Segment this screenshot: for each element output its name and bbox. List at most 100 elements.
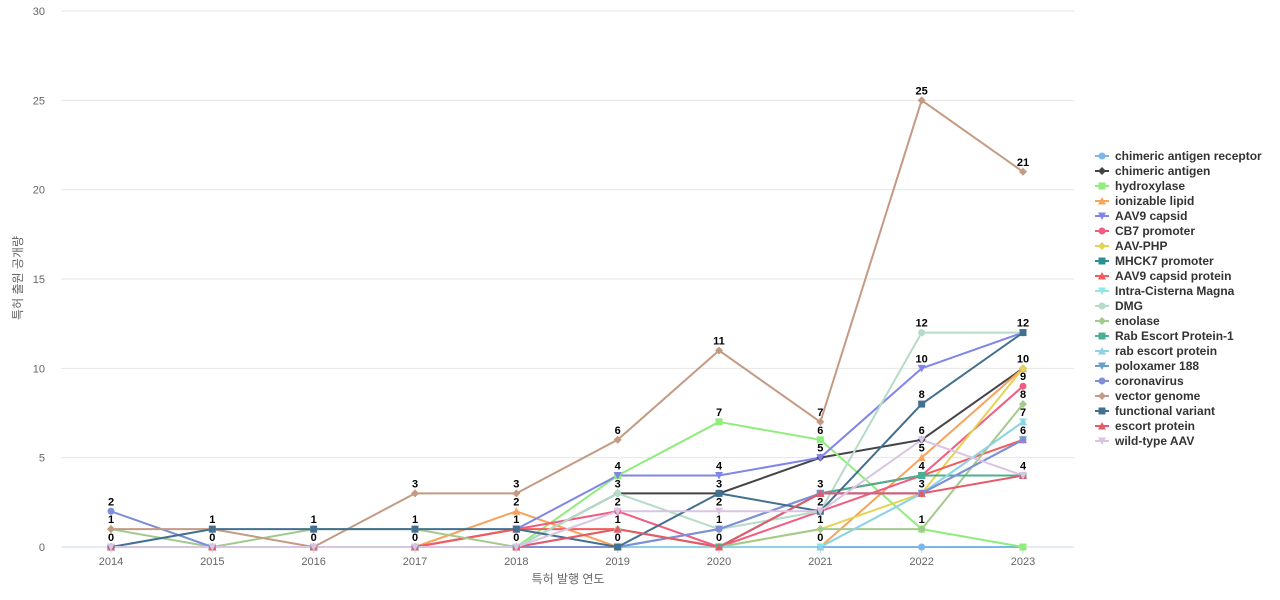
legend-item[interactable]: MHCK7 promoter [1095, 254, 1214, 268]
legend-label: AAV-PHP [1115, 239, 1167, 253]
legend-item[interactable]: enolase [1095, 314, 1160, 328]
point-marker [917, 489, 926, 497]
legend-swatch-marker [1098, 392, 1106, 400]
y-tick-label: 10 [33, 363, 45, 375]
point-marker [715, 418, 723, 426]
legend-item[interactable]: Intra-Cisterna Magna [1095, 284, 1235, 298]
x-tick-label: 2016 [301, 556, 325, 568]
legend-item[interactable]: vector genome [1095, 389, 1201, 403]
point-marker [107, 543, 115, 551]
legend-item[interactable]: coronavirus [1095, 374, 1184, 388]
legend-item[interactable]: escort protein [1095, 419, 1195, 433]
legend-item[interactable]: poloxamer 188 [1095, 359, 1199, 373]
legend-swatch-marker [1098, 167, 1106, 175]
legend-item[interactable]: Rab Escort Protein-1 [1095, 329, 1234, 343]
legend-item[interactable]: rab escort protein [1095, 344, 1217, 358]
legend-item[interactable]: wild-type AAV [1095, 434, 1194, 448]
point-marker [208, 543, 217, 551]
data-label: 0 [817, 532, 823, 544]
data-label: 6 [1020, 425, 1026, 437]
data-label: 0 [311, 532, 317, 544]
data-label: 2 [716, 496, 722, 508]
point-marker [613, 435, 622, 444]
legend-item[interactable]: DMG [1095, 299, 1143, 313]
legend-item[interactable]: functional variant [1095, 404, 1215, 418]
legend-swatch-marker [1098, 287, 1106, 295]
data-label: 3 [412, 478, 418, 490]
x-tick-label: 2019 [605, 556, 629, 568]
series-line-16 [111, 99, 1024, 548]
series-line-17 [110, 331, 1024, 548]
data-label: 10 [1017, 353, 1029, 365]
data-label: 1 [716, 514, 722, 526]
legend-item[interactable]: AAV-PHP [1095, 239, 1167, 253]
series-line-11 [110, 403, 1024, 548]
x-tick-label: 2015 [200, 556, 224, 568]
legend-label: chimeric antigen receptor [1115, 149, 1262, 163]
point-marker [1019, 543, 1027, 551]
point-marker [816, 525, 825, 534]
data-label: 6 [817, 425, 823, 437]
legend-swatch-marker [1098, 272, 1106, 280]
legend-label: AAV9 capsid [1115, 209, 1187, 223]
point-marker [512, 489, 521, 498]
legend-swatch-marker [1098, 332, 1106, 340]
legend-item[interactable]: AAV9 capsid protein [1095, 269, 1231, 283]
point-marker [715, 543, 723, 551]
point-marker [816, 417, 825, 426]
point-marker [613, 525, 622, 533]
point-marker [1019, 382, 1027, 390]
data-label: 5 [817, 443, 823, 455]
x-tick-label: 2020 [707, 556, 731, 568]
legend-item[interactable]: chimeric antigen [1095, 164, 1210, 178]
legend-swatch-marker [1098, 242, 1106, 250]
point-marker [918, 472, 926, 480]
point-marker [715, 346, 723, 355]
point-marker [613, 507, 622, 516]
data-label: 4 [919, 461, 926, 473]
point-marker [816, 489, 825, 497]
data-label: 0 [513, 532, 519, 544]
legend-label: enolase [1115, 314, 1160, 328]
point-marker [918, 400, 926, 408]
data-label: 5 [919, 443, 925, 455]
y-tick-label: 5 [39, 453, 45, 465]
point-marker [816, 507, 825, 516]
legend-swatch-marker [1098, 437, 1106, 445]
point-marker [917, 436, 926, 444]
data-label: 12 [1017, 318, 1029, 330]
point-marker [309, 543, 318, 551]
point-marker [614, 543, 622, 551]
series-markers [107, 96, 1027, 551]
point-marker [614, 489, 622, 497]
legend-swatch-marker [1098, 317, 1106, 325]
data-label: 4 [1020, 461, 1027, 473]
point-marker [1019, 400, 1027, 409]
point-marker [411, 543, 419, 551]
legend-swatch-marker [1098, 257, 1106, 265]
data-label: 1 [108, 514, 114, 526]
legend-swatch-marker [1098, 377, 1106, 385]
point-marker [816, 543, 825, 551]
x-tick-label: 2023 [1011, 556, 1035, 568]
data-label: 4 [716, 461, 723, 473]
point-marker [512, 543, 521, 551]
data-label: 3 [919, 478, 925, 490]
legend-swatch-marker [1098, 347, 1106, 355]
legend-label: functional variant [1115, 404, 1215, 418]
point-marker [715, 472, 723, 480]
data-label: 8 [1020, 389, 1026, 401]
legend-label: chimeric antigen [1115, 164, 1210, 178]
point-marker [1019, 436, 1027, 444]
point-marker [917, 525, 926, 534]
y-tick-label: 15 [33, 274, 45, 286]
legend-item[interactable]: ionizable lipid [1095, 194, 1194, 208]
data-label: 3 [716, 478, 722, 490]
legend-item[interactable]: CB7 promoter [1095, 224, 1195, 238]
legend-item[interactable]: hydroxylase [1095, 179, 1185, 193]
legend-item[interactable]: AAV9 capsid [1095, 209, 1187, 223]
legend-item[interactable]: chimeric antigen receptor [1095, 149, 1262, 163]
data-label: 0 [209, 532, 215, 544]
legend-swatch-marker [1098, 197, 1106, 205]
